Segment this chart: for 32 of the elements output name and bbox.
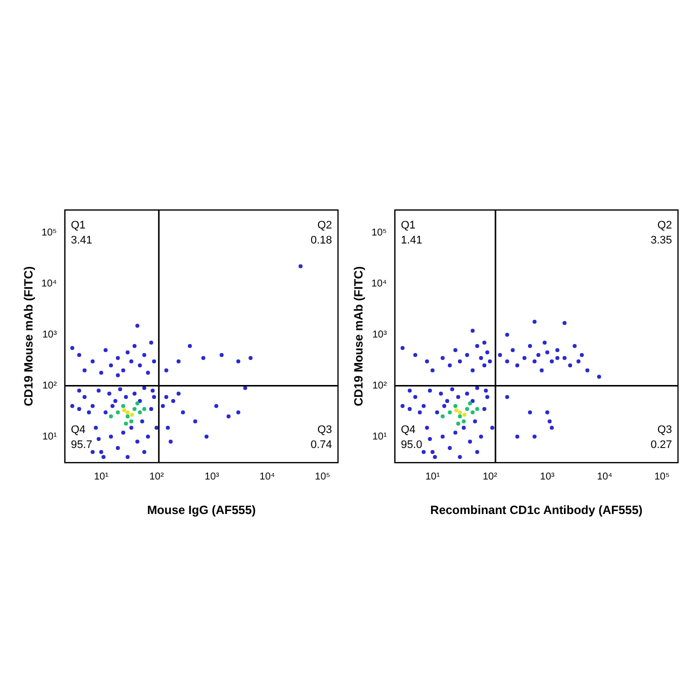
y-tick-label: 10³ bbox=[372, 329, 388, 340]
x-tick-label: 10⁵ bbox=[314, 471, 330, 482]
x-tick-label: 10³ bbox=[204, 471, 220, 482]
x-axis-title: Mouse IgG (AF555) bbox=[147, 503, 256, 518]
annotation: Q2 0.18 bbox=[310, 220, 332, 247]
annotation: Q1 1.41 bbox=[400, 220, 422, 247]
x-tick-label: 10⁴ bbox=[260, 471, 275, 482]
annotation: Q4 95.0 bbox=[400, 424, 422, 452]
y-tick-label: 10¹ bbox=[372, 431, 388, 442]
annotation: Q2 3.35 bbox=[650, 220, 672, 247]
annotation: Q1 3.41 bbox=[70, 220, 92, 247]
y-tick-label: 10³ bbox=[42, 329, 58, 340]
y-tick-label: 10¹ bbox=[42, 431, 58, 442]
x-tick-label: 10³ bbox=[540, 471, 556, 482]
y-tick-label: 10⁴ bbox=[371, 278, 387, 290]
x-tick-label: 10² bbox=[482, 471, 498, 482]
y-axis-title: CD19 Mouse mAb (FITC) bbox=[352, 266, 366, 406]
y-axis-title: CD19 Mouse mAb (FITC) bbox=[22, 266, 36, 406]
y-tick-label: 10⁵ bbox=[372, 228, 387, 239]
annotation: Q3 0.74 bbox=[310, 424, 332, 452]
annotation: Q4 95.7 bbox=[70, 424, 92, 452]
y-tick-label: 10⁵ bbox=[42, 228, 57, 239]
x-tick-label: 10¹ bbox=[94, 471, 110, 482]
y-tick-label: 10⁴ bbox=[41, 278, 57, 290]
x-tick-label: 10⁵ bbox=[654, 471, 670, 482]
x-tick-label: 10⁴ bbox=[596, 471, 612, 482]
annotation: Q3 0.27 bbox=[650, 424, 672, 452]
y-tick-label: 10² bbox=[372, 380, 388, 392]
y-tick-label: 10² bbox=[42, 380, 58, 392]
x-tick-label: 10² bbox=[149, 471, 164, 482]
x-axis-title: Recombinant CD1c Antibody (AF555) bbox=[430, 503, 643, 518]
x-tick-label: 10¹ bbox=[425, 471, 440, 482]
